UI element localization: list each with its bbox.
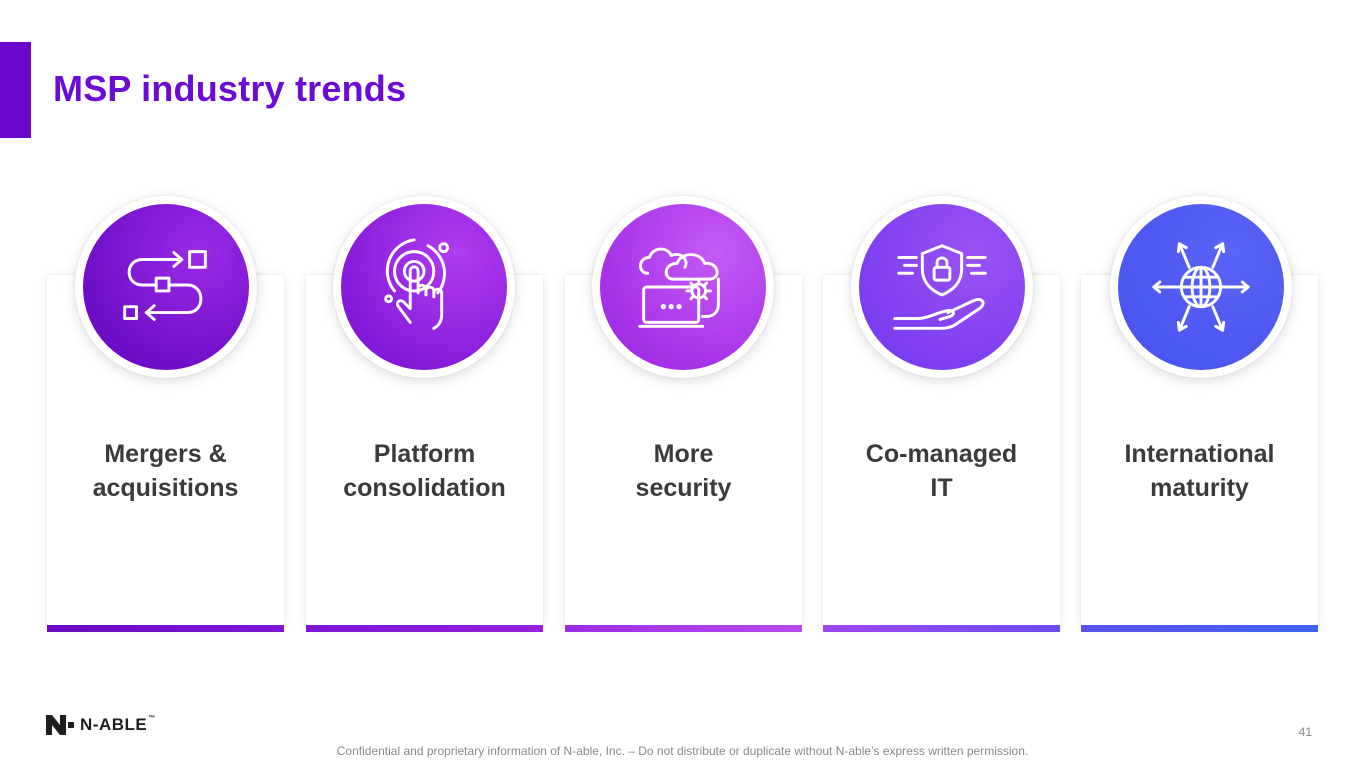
platform-icon-badge <box>333 196 515 378</box>
security-icon-badge <box>592 196 774 378</box>
card-label: Mergers & acquisitions <box>92 440 239 502</box>
card-accent-bar <box>47 625 284 632</box>
card-accent-bar <box>565 625 802 632</box>
card-accent-bar <box>306 625 543 632</box>
card-label: International maturity <box>1124 440 1275 502</box>
international-icon-badge <box>1110 196 1292 378</box>
card-accent-bar <box>1081 625 1318 632</box>
confidentiality-notice: Confidential and proprietary information… <box>336 744 1029 758</box>
page-title: MSP industry trends <box>53 68 407 109</box>
title-accent-bar <box>0 42 31 138</box>
card-label: Co-managed IT <box>865 440 1018 502</box>
shield-hand-icon <box>893 244 987 330</box>
card-platform: Platform consolidation <box>306 275 543 632</box>
touch-target-icon <box>384 238 450 330</box>
page-number: 41 <box>1298 725 1312 739</box>
company-logo: N-ABLE™ <box>46 715 156 735</box>
comanaged-icon-badge <box>851 196 1033 378</box>
workflow-arrows-icon <box>123 250 207 321</box>
cloud-settings-icon <box>638 247 720 328</box>
n-able-logo-icon <box>46 715 74 735</box>
card-accent-bar <box>823 625 1060 632</box>
mergers-icon-badge <box>75 196 257 378</box>
card-label: More security <box>635 440 732 502</box>
card-label: Platform consolidation <box>343 440 506 502</box>
globe-arrows-icon <box>1152 242 1250 332</box>
logo-text: N-ABLE™ <box>80 715 156 734</box>
